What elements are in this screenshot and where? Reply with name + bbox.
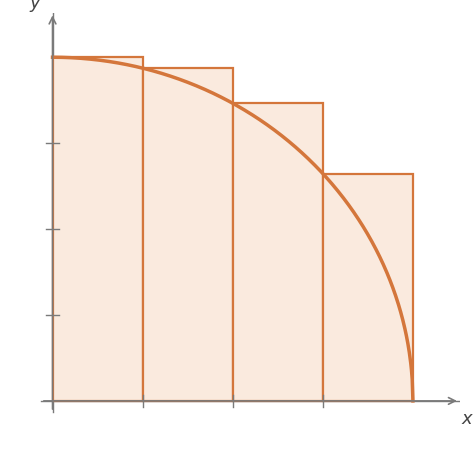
Text: y: y <box>29 0 40 12</box>
Bar <box>143 69 233 401</box>
Bar <box>53 58 143 401</box>
Text: x: x <box>462 409 472 427</box>
Bar <box>233 104 323 401</box>
Bar <box>323 174 413 401</box>
